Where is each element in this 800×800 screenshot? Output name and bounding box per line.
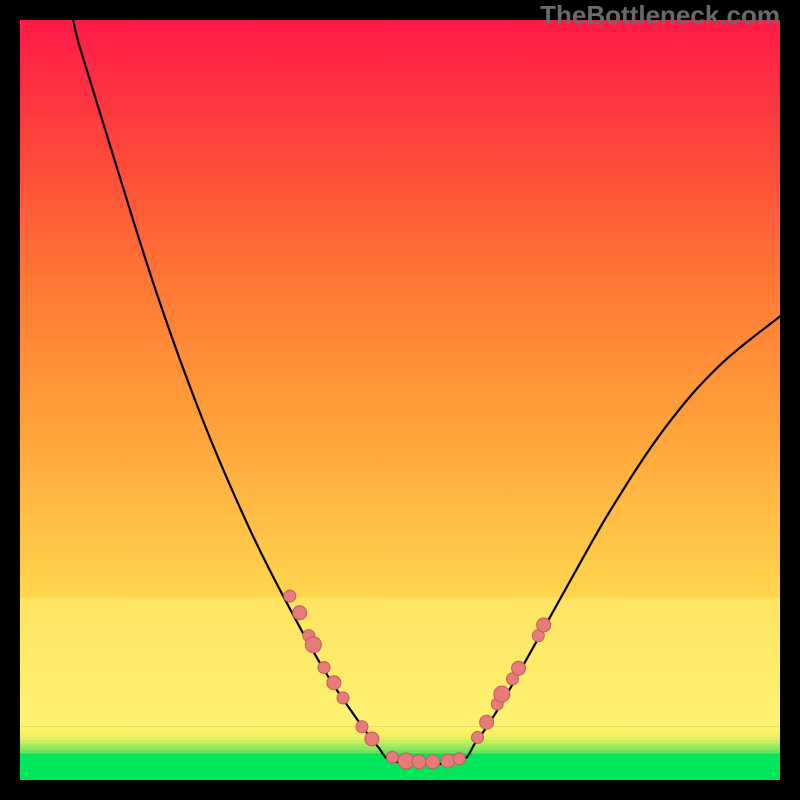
- chart-container: TheBottleneck.com: [0, 0, 800, 800]
- watermark-text: TheBottleneck.com: [540, 0, 780, 31]
- chart-svg: [20, 20, 780, 780]
